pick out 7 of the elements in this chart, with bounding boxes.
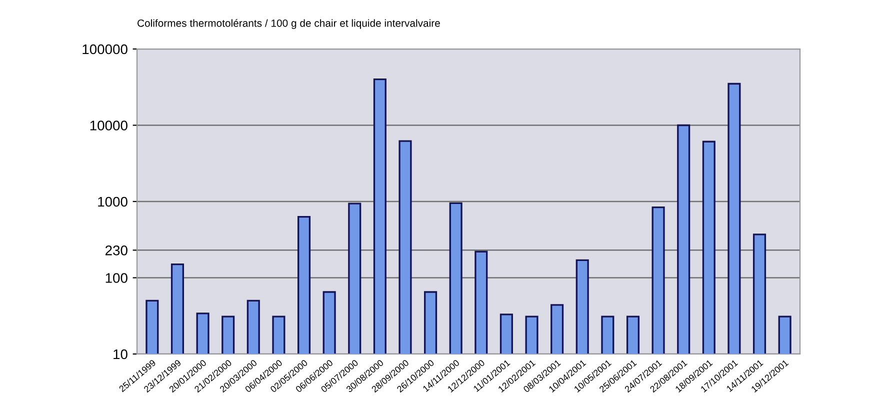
chart-title: Coliformes thermotolérants / 100 g de chair et liquide intervalvaire xyxy=(138,19,440,29)
y-tick-label: 10 xyxy=(114,349,128,360)
y-tick-label: 230 xyxy=(106,246,128,256)
y-tick-label: 1000 xyxy=(98,196,128,207)
y-tick-label: 100 xyxy=(106,273,128,283)
y-tick-label: 10000 xyxy=(90,120,128,130)
y-tick-label: 100000 xyxy=(82,44,128,54)
